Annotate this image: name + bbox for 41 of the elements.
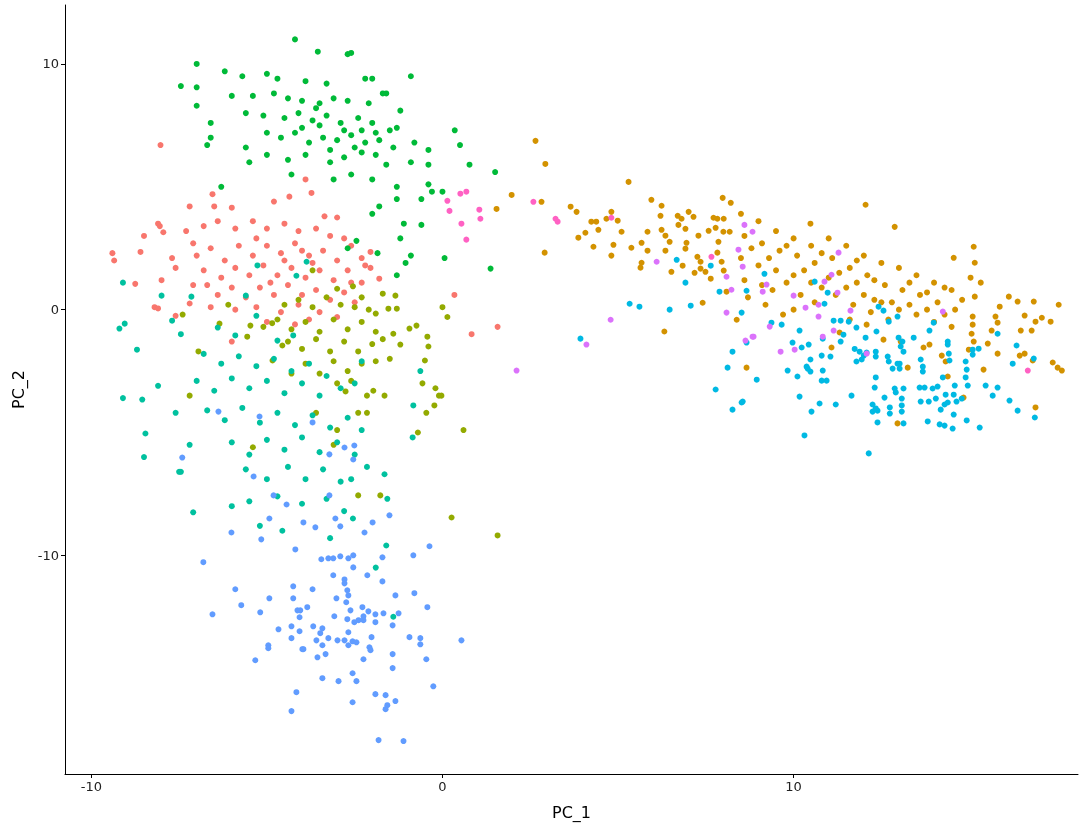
point [728,286,735,293]
point [463,236,470,243]
x-tick-label: 10 [785,779,802,794]
point [477,215,484,222]
point [444,197,451,204]
point [791,346,798,353]
y-tick-label: 10 [42,56,59,72]
point [790,292,797,299]
x-axis-title: PC_1 [552,802,591,823]
point [458,220,465,227]
point [739,263,746,270]
point [708,253,715,260]
point [759,288,766,295]
point [815,313,822,320]
point [741,221,748,228]
point [847,307,854,314]
point [766,323,773,330]
point [777,348,784,355]
point [749,228,756,235]
y-axis-title: PC_2 [9,370,30,409]
point [476,206,483,213]
point [830,327,837,334]
point [723,309,730,316]
point [607,316,614,323]
point [735,246,742,253]
point [446,207,453,214]
y-tick-label: -10 [37,547,59,563]
point [583,341,590,348]
point [815,301,822,308]
point [513,367,520,374]
point [763,281,770,288]
y-tick-label: 0 [50,302,59,318]
x-tick-label: -10 [80,779,102,794]
point [457,190,464,197]
point [723,273,730,280]
point [463,188,470,195]
point [530,198,537,205]
point [653,258,660,265]
point [1024,367,1031,374]
x-tick-label: 0 [438,779,447,794]
point [608,214,615,221]
